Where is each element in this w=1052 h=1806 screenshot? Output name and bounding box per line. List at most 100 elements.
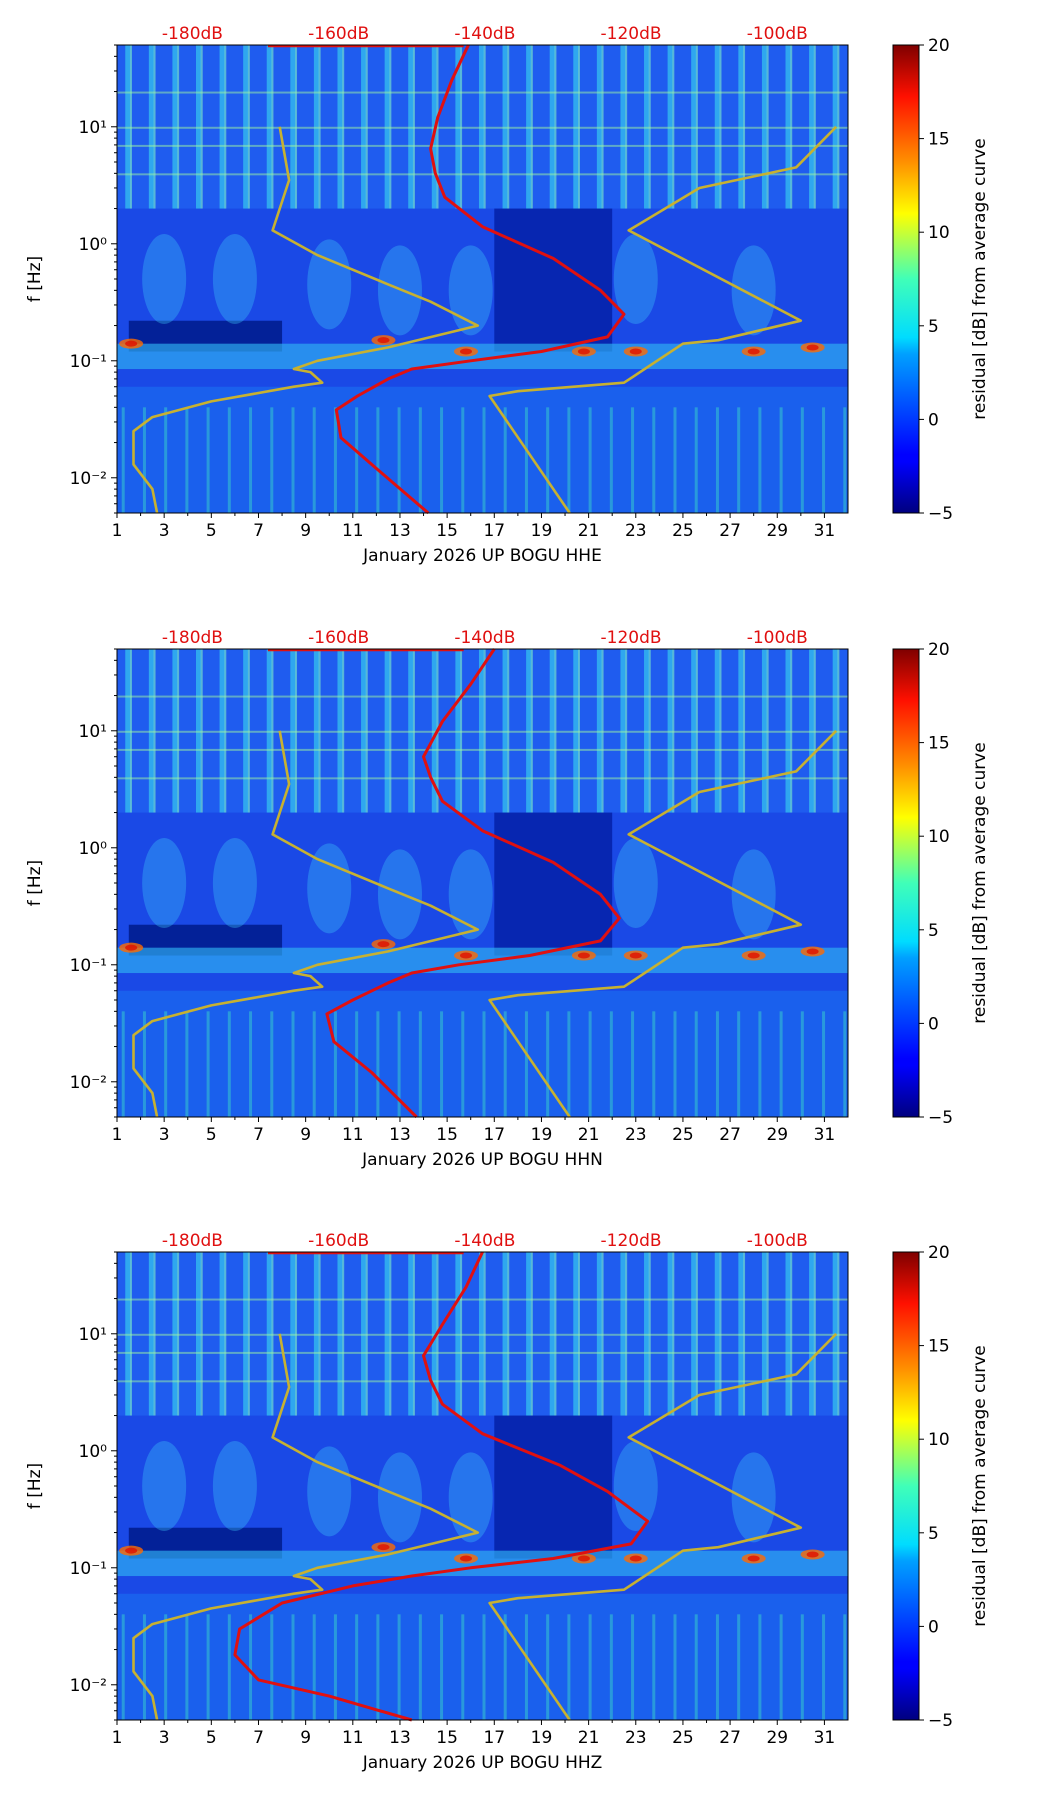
db-scale-label: -120dB: [601, 1231, 662, 1251]
model-curve-2: [488, 1332, 838, 1721]
x-tick-label: 23: [625, 1728, 647, 1748]
db-scale-label: -140dB: [454, 628, 515, 648]
db-scale-label: -180dB: [162, 1231, 223, 1251]
colorbar-tick-label: −5: [928, 1108, 953, 1128]
x-tick-label: 3: [159, 1125, 170, 1145]
x-tick-label: 23: [625, 521, 647, 541]
colorbar-label: residual [dB] from average curve: [970, 138, 990, 419]
x-tick-label: 29: [766, 1125, 788, 1145]
colorbar-tick-label: 0: [928, 1617, 939, 1637]
y-tick-label: 10⁻¹: [70, 956, 107, 976]
colorbar-tick-label: 0: [928, 410, 939, 430]
colorbar-tick-label: 20: [928, 640, 950, 660]
colorbar-tick-label: 20: [928, 36, 950, 56]
db-scale-label: -140dB: [454, 1231, 515, 1251]
x-tick-label: 9: [300, 1125, 311, 1145]
x-tick-label: 5: [206, 1728, 217, 1748]
colorbar-label: residual [dB] from average curve: [970, 1345, 990, 1626]
x-tick-label: 13: [389, 1125, 411, 1145]
db-scale-label: -100dB: [747, 628, 808, 648]
x-tick-label: 29: [766, 521, 788, 541]
x-tick-label: 25: [672, 1728, 694, 1748]
x-tick-label: 21: [578, 521, 600, 541]
x-tick-label: 9: [300, 521, 311, 541]
red-psd-curve: [233, 1251, 650, 1722]
spectrogram-image: [117, 1252, 848, 1720]
x-tick-label: 19: [531, 1125, 553, 1145]
x-axis-label: January 2026 UP BOGU HHN: [361, 1150, 603, 1170]
y-axis-label: f [Hz]: [25, 256, 45, 302]
x-tick-label: 7: [253, 1728, 264, 1748]
model-curve-2: [488, 729, 838, 1118]
x-tick-label: 11: [342, 1125, 364, 1145]
x-tick-label: 25: [672, 1125, 694, 1145]
x-tick-label: 17: [483, 1125, 505, 1145]
y-tick-label: 10⁻¹: [70, 1559, 107, 1579]
colorbar-tick-label: 0: [928, 1014, 939, 1034]
y-tick-label: 10⁰: [79, 839, 108, 859]
x-tick-label: 11: [342, 1728, 364, 1748]
x-tick-label: 15: [436, 1728, 458, 1748]
db-scale-label: -120dB: [601, 24, 662, 44]
db-scale-label: -100dB: [747, 1231, 808, 1251]
x-tick-label: 11: [342, 521, 364, 541]
x-tick-label: 1: [112, 1125, 123, 1145]
x-tick-label: 1: [112, 521, 123, 541]
x-tick-label: 31: [814, 1125, 836, 1145]
y-tick-label: 10¹: [79, 1325, 107, 1345]
colorbar: 20 15 10 5 0 −5 residual [dB] from average cur…: [892, 36, 990, 524]
x-axis-label: January 2026 UP BOGU HHZ: [362, 1753, 603, 1773]
y-tick-label: 10¹: [79, 118, 107, 138]
colorbar-tick-label: 5: [928, 317, 939, 337]
model-curve-1: [132, 126, 480, 514]
x-tick-label: 7: [253, 521, 264, 541]
x-tick-label: 17: [483, 1728, 505, 1748]
colorbar-tick-label: 15: [928, 130, 950, 150]
spectrogram-panel-hhn: 1 3 5 7 9 11 13 15 17 19 21 23 25 27 29 3110⁻²10⁻¹10⁰10…: [25, 628, 990, 1170]
spectrogram-panel-hhz: 1 3 5 7 9 11 13 15 17 19 21 23 25 27 29 3110⁻²10⁻¹10⁰10…: [25, 1231, 990, 1773]
x-tick-label: 13: [389, 521, 411, 541]
colorbar-tick-label: 10: [928, 1430, 950, 1450]
model-curve-2: [488, 125, 838, 514]
colorbar-tick-label: −5: [928, 504, 953, 524]
db-scale-label: -160dB: [308, 628, 369, 648]
db-scale-label: -120dB: [601, 628, 662, 648]
y-axis-label: f [Hz]: [25, 860, 45, 906]
x-tick-label: 7: [253, 1125, 264, 1145]
db-scale-label: -180dB: [162, 24, 223, 44]
y-tick-label: 10⁰: [79, 1442, 108, 1462]
colorbar-tick-label: 5: [928, 1524, 939, 1544]
x-tick-label: 15: [436, 1125, 458, 1145]
x-tick-label: 31: [814, 521, 836, 541]
x-axis-label: January 2026 UP BOGU HHE: [362, 546, 602, 566]
colorbar-label: residual [dB] from average curve: [970, 742, 990, 1023]
x-tick-label: 21: [578, 1728, 600, 1748]
x-tick-label: 21: [578, 1125, 600, 1145]
x-tick-label: 1: [112, 1728, 123, 1748]
x-tick-label: 3: [159, 521, 170, 541]
x-tick-label: 19: [531, 1728, 553, 1748]
x-tick-label: 3: [159, 1728, 170, 1748]
db-scale-label: -160dB: [308, 1231, 369, 1251]
x-tick-label: 27: [719, 521, 741, 541]
x-tick-label: 27: [719, 1125, 741, 1145]
x-tick-label: 31: [814, 1728, 836, 1748]
colorbar-tick-label: 5: [928, 921, 939, 941]
x-tick-label: 29: [766, 1728, 788, 1748]
db-scale-label: -140dB: [454, 24, 515, 44]
db-scale-label: -100dB: [747, 24, 808, 44]
model-curve-1: [132, 1333, 480, 1721]
spectrogram-image: [117, 45, 848, 513]
db-scale-label: -160dB: [308, 24, 369, 44]
x-tick-label: 25: [672, 521, 694, 541]
spectrogram-image: [117, 649, 848, 1117]
y-axis-label: f [Hz]: [25, 1463, 45, 1509]
x-tick-label: 27: [719, 1728, 741, 1748]
colorbar-tick-label: −5: [928, 1711, 953, 1731]
x-tick-label: 5: [206, 521, 217, 541]
colorbar-tick-label: 15: [928, 1337, 950, 1357]
red-psd-curve: [334, 44, 626, 515]
red-psd-curve: [325, 648, 621, 1119]
colorbar: 20 15 10 5 0 −5 residual [dB] from average cur…: [892, 640, 990, 1128]
x-tick-label: 23: [625, 1125, 647, 1145]
